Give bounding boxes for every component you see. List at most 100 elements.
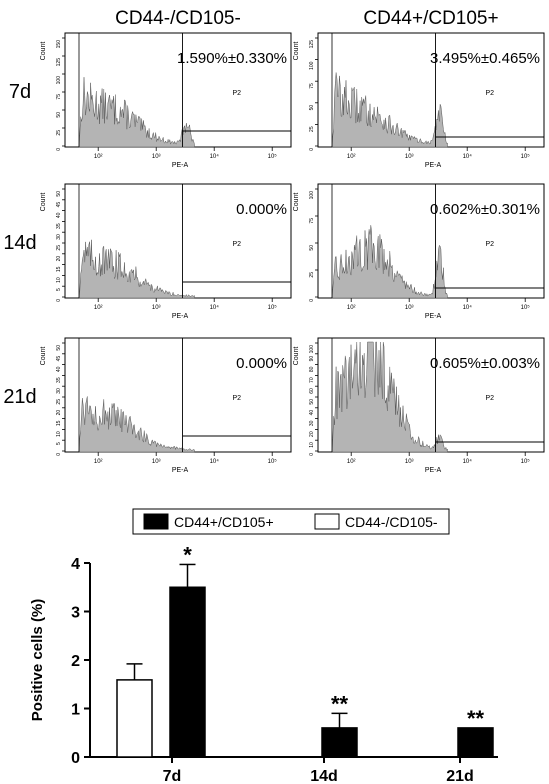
gate-label: P2 [232, 241, 241, 248]
gate-percent: 1.590%±0.330% [177, 50, 287, 67]
histogram [78, 396, 195, 453]
gate-percent: 0.602%±0.301% [430, 201, 540, 218]
significance-label: * [183, 542, 192, 567]
y-tick-label: 20 [309, 431, 315, 437]
row-label: 14d [3, 232, 36, 254]
significance-label: ** [331, 691, 349, 716]
flow-panel: 0 25 50 75 100 125 Count 10² 10³ 10⁴ 10⁵ PE-A P2 3.49… [293, 32, 545, 169]
column-header: CD44+/CD105+ [363, 8, 498, 29]
y-axis-label: Count [293, 193, 300, 212]
y-axis-label: Count [40, 193, 47, 212]
x-tick-label: 10⁴ [210, 304, 220, 311]
histogram [331, 72, 448, 148]
column-header: CD44-/CD105- [115, 8, 241, 29]
y-tick-label: 45 [56, 356, 62, 362]
bar [457, 727, 494, 758]
y-tick-label: 70 [309, 377, 315, 383]
bar-chart: CD44+/CD105+ CD44-/CD105- 0 1 2 3 4 Positive ce… [29, 508, 498, 784]
y-tick-label: 25 [56, 245, 62, 251]
gate-percent: 0.605%±0.003% [430, 355, 540, 372]
significance-label: ** [467, 706, 485, 731]
x-tick-label: 10² [347, 154, 356, 160]
y-tick-label: 80 [309, 366, 315, 372]
y-tick-label: 25 [309, 272, 315, 278]
y-tick-label: 5 [56, 442, 62, 445]
x-axis-label: PE-A [425, 313, 442, 320]
x-tick-label: 10⁵ [268, 304, 278, 311]
y-tick-label: 15 [56, 420, 62, 426]
x-tick-label: 10⁴ [210, 153, 220, 160]
flow-panel: 0 5 10 15 20 25 30 35 40 45 50 Count 10² 10³ 10⁴ 10⁵ PE-… [40, 183, 292, 320]
y-tick-label: 50 [56, 345, 62, 351]
y-tick-label: 30 [56, 234, 62, 240]
y-tick-label: 50 [309, 399, 315, 405]
y-tick-label: 50 [309, 105, 315, 111]
gate-percent: 0.000% [236, 201, 287, 218]
row-label: 7d [9, 81, 31, 103]
y-tick-label: 150 [56, 40, 62, 49]
gate-label: P2 [485, 90, 494, 97]
x-tick-label: 21d [446, 768, 474, 784]
legend-label: CD44-/CD105- [345, 514, 438, 530]
y-tick-label: 50 [309, 245, 315, 251]
y-tick-label: 75 [56, 94, 62, 100]
y-tick-label: 0 [56, 453, 62, 456]
x-tick-label: 10⁴ [210, 458, 220, 465]
y-tick-label: 25 [309, 126, 315, 132]
y-axis-label: Count [293, 42, 300, 61]
flow-panel: 0 10 20 30 40 50 60 70 80 90 100 Count 10² 10³ 10⁴ 10⁵ P… [293, 337, 545, 474]
y-tick-label: 0 [56, 148, 62, 151]
y-tick-label: 0 [309, 453, 315, 456]
x-tick-label: 10² [347, 459, 356, 465]
histogram [331, 225, 448, 299]
legend: CD44+/CD105+ CD44-/CD105- [132, 508, 450, 535]
x-tick-label: 10² [94, 154, 103, 160]
y-axis-label: Positive cells (%) [29, 599, 46, 722]
histogram [78, 77, 195, 148]
legend-box [132, 508, 450, 535]
gate-label: P2 [485, 395, 494, 402]
x-tick-label: 10⁴ [463, 304, 473, 311]
x-tick-label: 10² [347, 305, 356, 311]
x-axis-label: PE-A [172, 313, 189, 320]
y-tick-label: 10 [56, 431, 62, 437]
y-tick-label: 40 [56, 366, 62, 372]
x-tick-label: 10² [94, 305, 103, 311]
x-tick-label: 10³ [405, 305, 414, 311]
y-tick-label: 30 [56, 388, 62, 394]
gate-label: P2 [232, 395, 241, 402]
x-tick-label: 14d [310, 768, 338, 784]
x-tick-label: 10⁴ [463, 153, 473, 160]
x-tick-label: 10³ [152, 459, 161, 465]
y-axis-label: Count [293, 347, 300, 366]
flow-panel: 0 5 10 15 20 25 30 35 40 45 50 Count 10² 10³ 10⁴ 10⁵ PE-… [40, 337, 292, 474]
legend-label: CD44+/CD105+ [174, 514, 274, 530]
y-tick-label: 90 [309, 356, 315, 362]
x-tick-label: 10³ [152, 305, 161, 311]
bar [116, 679, 153, 758]
gate-percent: 3.495%±0.465% [430, 50, 540, 67]
y-tick-label: 3 [71, 605, 80, 622]
y-tick-label: 125 [56, 58, 62, 67]
flow-cytometry-grid: CD44-/CD105- CD44+/CD105+7d14d21d02550751… [3, 8, 545, 474]
y-tick-label: 125 [309, 40, 315, 49]
x-tick-label: 10⁵ [268, 458, 278, 465]
y-axis-label: Count [40, 42, 47, 61]
flow-panel: 0 25 50 75 100 Count 10² 10³ 10⁴ 10⁵ PE-A P2 0.602%±… [293, 183, 545, 320]
gate-label: P2 [485, 241, 494, 248]
x-tick-label: 10⁵ [521, 153, 531, 160]
x-tick-label: 10³ [152, 154, 161, 160]
y-tick-label: 75 [309, 218, 315, 224]
y-tick-label: 0 [56, 299, 62, 302]
y-tick-label: 100 [309, 345, 315, 354]
gate-percent: 0.000% [236, 355, 287, 372]
legend-swatch [143, 513, 169, 530]
y-tick-label: 35 [56, 223, 62, 229]
x-tick-label: 10³ [405, 459, 414, 465]
y-tick-label: 10 [56, 277, 62, 283]
y-tick-label: 15 [56, 266, 62, 272]
y-tick-label: 100 [309, 61, 315, 70]
gate-label: P2 [232, 90, 241, 97]
y-tick-label: 45 [56, 202, 62, 208]
x-axis-label: PE-A [172, 162, 189, 169]
